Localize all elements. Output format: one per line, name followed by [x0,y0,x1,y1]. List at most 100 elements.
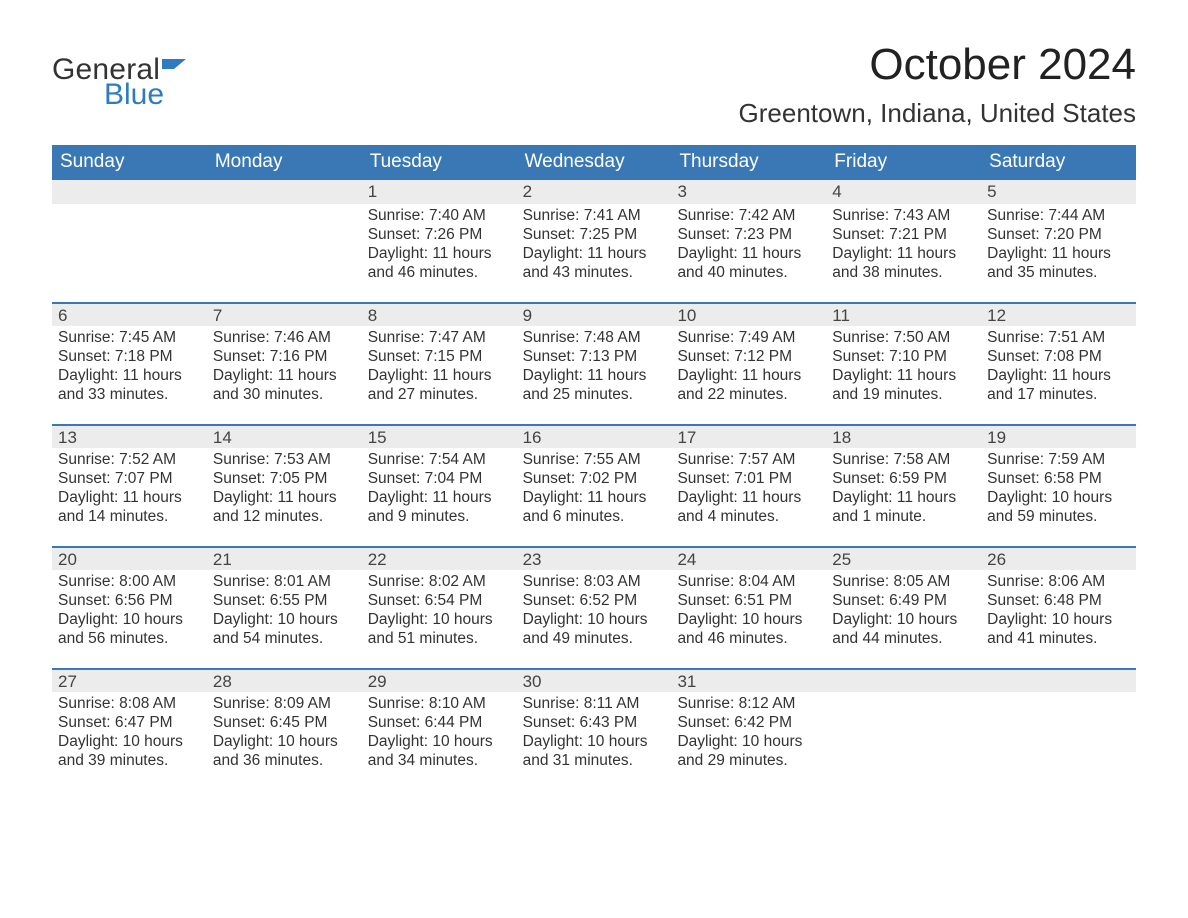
day-cell: 25Sunrise: 8:05 AMSunset: 6:49 PMDayligh… [826,546,981,668]
day-cell: 8Sunrise: 7:47 AMSunset: 7:15 PMDaylight… [362,302,517,424]
sunset-text: Sunset: 7:05 PM [213,470,358,489]
sunrise-text: Sunrise: 7:41 AM [523,207,668,226]
day-number: 24 [671,546,826,570]
sunrise-text: Sunrise: 7:55 AM [523,451,668,470]
day-cell: 28Sunrise: 8:09 AMSunset: 6:45 PMDayligh… [207,668,362,790]
day-body: Sunrise: 8:02 AMSunset: 6:54 PMDaylight:… [362,570,517,655]
day-body: Sunrise: 7:57 AMSunset: 7:01 PMDaylight:… [671,448,826,533]
sunset-text: Sunset: 6:45 PM [213,714,358,733]
daylight-text: Daylight: 11 hours and 4 minutes. [677,489,822,527]
sunrise-text: Sunrise: 7:53 AM [213,451,358,470]
day-cell: 11Sunrise: 7:50 AMSunset: 7:10 PMDayligh… [826,302,981,424]
sunrise-text: Sunrise: 7:51 AM [987,329,1132,348]
daylight-text: Daylight: 11 hours and 17 minutes. [987,367,1132,405]
day-cell [981,668,1136,790]
sunset-text: Sunset: 7:15 PM [368,348,513,367]
sunset-text: Sunset: 6:54 PM [368,592,513,611]
flag-icon [160,56,190,85]
day-cell: 29Sunrise: 8:10 AMSunset: 6:44 PMDayligh… [362,668,517,790]
sunrise-text: Sunrise: 8:05 AM [832,573,977,592]
sunset-text: Sunset: 6:51 PM [677,592,822,611]
daylight-text: Daylight: 10 hours and 56 minutes. [58,611,203,649]
sunrise-text: Sunrise: 8:02 AM [368,573,513,592]
sunrise-text: Sunrise: 8:12 AM [677,695,822,714]
day-number: 29 [362,668,517,692]
sunrise-text: Sunrise: 7:54 AM [368,451,513,470]
day-header-wednesday: Wednesday [517,145,672,180]
day-body: Sunrise: 7:51 AMSunset: 7:08 PMDaylight:… [981,326,1136,411]
day-cell: 10Sunrise: 7:49 AMSunset: 7:12 PMDayligh… [671,302,826,424]
sunrise-text: Sunrise: 7:42 AM [677,207,822,226]
day-body: Sunrise: 7:42 AMSunset: 7:23 PMDaylight:… [671,204,826,289]
sunrise-text: Sunrise: 7:46 AM [213,329,358,348]
daylight-text: Daylight: 11 hours and 30 minutes. [213,367,358,405]
daylight-text: Daylight: 10 hours and 54 minutes. [213,611,358,649]
daylight-text: Daylight: 10 hours and 39 minutes. [58,733,203,771]
sunrise-text: Sunrise: 8:00 AM [58,573,203,592]
day-number: 22 [362,546,517,570]
day-cell: 31Sunrise: 8:12 AMSunset: 6:42 PMDayligh… [671,668,826,790]
day-cell: 12Sunrise: 7:51 AMSunset: 7:08 PMDayligh… [981,302,1136,424]
sunset-text: Sunset: 6:52 PM [523,592,668,611]
weeks-container: 1Sunrise: 7:40 AMSunset: 7:26 PMDaylight… [52,180,1136,790]
day-cell: 15Sunrise: 7:54 AMSunset: 7:04 PMDayligh… [362,424,517,546]
daylight-text: Daylight: 11 hours and 12 minutes. [213,489,358,527]
day-number: 13 [52,424,207,448]
day-body: Sunrise: 7:40 AMSunset: 7:26 PMDaylight:… [362,204,517,289]
daylight-text: Daylight: 11 hours and 14 minutes. [58,489,203,527]
sunset-text: Sunset: 6:43 PM [523,714,668,733]
sunset-text: Sunset: 6:49 PM [832,592,977,611]
sunset-text: Sunset: 7:26 PM [368,226,513,245]
title-block: October 2024 Greentown, Indiana, United … [739,40,1136,129]
day-body [826,692,981,701]
day-body: Sunrise: 7:45 AMSunset: 7:18 PMDaylight:… [52,326,207,411]
day-number: 12 [981,302,1136,326]
day-body: Sunrise: 7:53 AMSunset: 7:05 PMDaylight:… [207,448,362,533]
day-body [981,692,1136,701]
day-header-friday: Friday [826,145,981,180]
day-body [52,204,207,213]
daylight-text: Daylight: 10 hours and 29 minutes. [677,733,822,771]
day-cell: 26Sunrise: 8:06 AMSunset: 6:48 PMDayligh… [981,546,1136,668]
day-number: 1 [362,180,517,204]
day-cell: 14Sunrise: 7:53 AMSunset: 7:05 PMDayligh… [207,424,362,546]
week-row: 27Sunrise: 8:08 AMSunset: 6:47 PMDayligh… [52,668,1136,790]
day-number [981,668,1136,692]
day-header-row: Sunday Monday Tuesday Wednesday Thursday… [52,145,1136,180]
day-number [826,668,981,692]
sunset-text: Sunset: 7:01 PM [677,470,822,489]
sunrise-text: Sunrise: 7:52 AM [58,451,203,470]
week-row: 1Sunrise: 7:40 AMSunset: 7:26 PMDaylight… [52,180,1136,302]
day-number: 5 [981,180,1136,204]
day-cell: 13Sunrise: 7:52 AMSunset: 7:07 PMDayligh… [52,424,207,546]
calendar: Sunday Monday Tuesday Wednesday Thursday… [52,145,1136,790]
day-body: Sunrise: 8:04 AMSunset: 6:51 PMDaylight:… [671,570,826,655]
day-number: 18 [826,424,981,448]
day-number: 10 [671,302,826,326]
day-number: 8 [362,302,517,326]
day-body: Sunrise: 7:47 AMSunset: 7:15 PMDaylight:… [362,326,517,411]
day-cell: 6Sunrise: 7:45 AMSunset: 7:18 PMDaylight… [52,302,207,424]
daylight-text: Daylight: 10 hours and 36 minutes. [213,733,358,771]
day-number: 19 [981,424,1136,448]
sunrise-text: Sunrise: 7:57 AM [677,451,822,470]
day-number: 14 [207,424,362,448]
day-body: Sunrise: 7:44 AMSunset: 7:20 PMDaylight:… [981,204,1136,289]
sunrise-text: Sunrise: 7:48 AM [523,329,668,348]
day-cell: 3Sunrise: 7:42 AMSunset: 7:23 PMDaylight… [671,180,826,302]
day-body: Sunrise: 8:00 AMSunset: 6:56 PMDaylight:… [52,570,207,655]
daylight-text: Daylight: 11 hours and 9 minutes. [368,489,513,527]
sunset-text: Sunset: 7:13 PM [523,348,668,367]
sunset-text: Sunset: 6:59 PM [832,470,977,489]
sunrise-text: Sunrise: 8:11 AM [523,695,668,714]
daylight-text: Daylight: 11 hours and 38 minutes. [832,245,977,283]
daylight-text: Daylight: 10 hours and 44 minutes. [832,611,977,649]
sunset-text: Sunset: 7:08 PM [987,348,1132,367]
day-body: Sunrise: 8:03 AMSunset: 6:52 PMDaylight:… [517,570,672,655]
sunrise-text: Sunrise: 7:44 AM [987,207,1132,226]
day-cell: 27Sunrise: 8:08 AMSunset: 6:47 PMDayligh… [52,668,207,790]
day-number: 31 [671,668,826,692]
day-number: 26 [981,546,1136,570]
location: Greentown, Indiana, United States [739,98,1136,129]
day-cell: 23Sunrise: 8:03 AMSunset: 6:52 PMDayligh… [517,546,672,668]
